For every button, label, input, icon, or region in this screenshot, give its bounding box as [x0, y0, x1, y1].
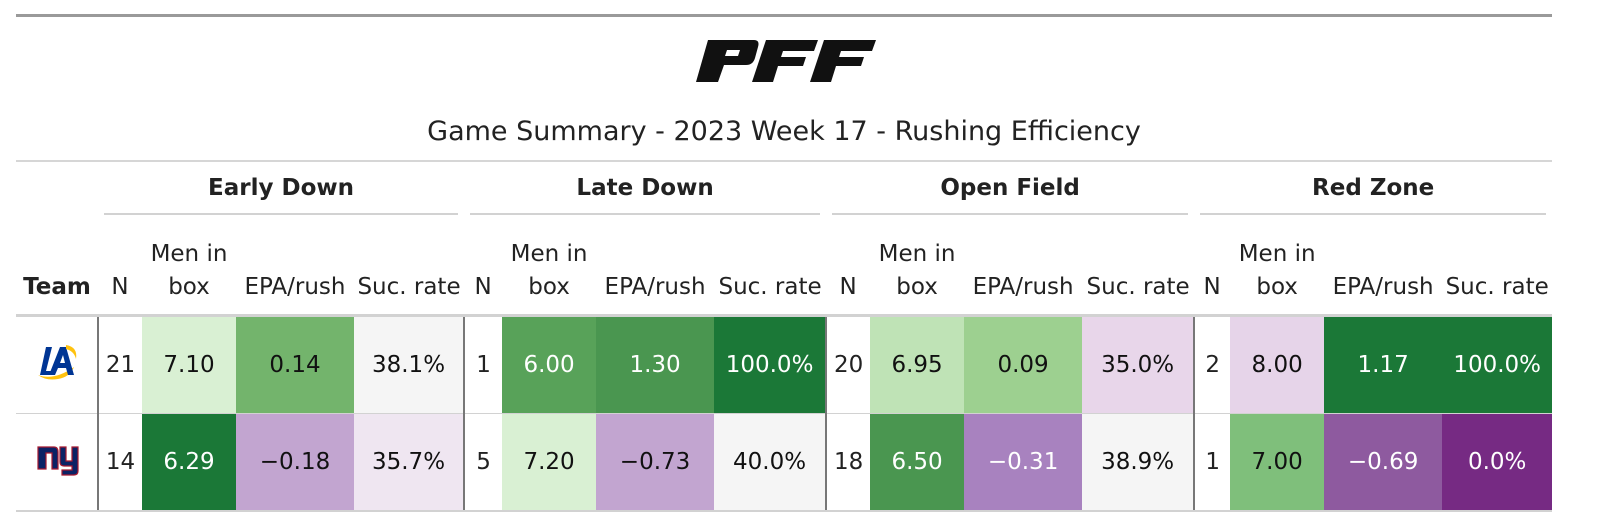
cell-epa-rush: 1.17 [1324, 315, 1443, 414]
top-rule [16, 14, 1552, 17]
col-n: N [98, 218, 142, 317]
col-team: Team [16, 218, 98, 317]
spanner-early-down: Early Down [98, 164, 464, 218]
cell-epa-rush: −0.18 [236, 413, 354, 512]
cell-n: 1 [1193, 413, 1231, 512]
cell-men-in-box: 6.50 [870, 413, 965, 512]
cell-suc-rate: 100.0% [714, 315, 827, 414]
col-n: N [826, 218, 871, 317]
cell-epa-rush: 0.09 [964, 315, 1083, 414]
cell-suc-rate: 100.0% [1442, 315, 1553, 414]
spanner-late-down: Late Down [464, 164, 826, 218]
table-row: 14 6.29 −0.18 35.7% 5 7.20 −0.73 40.0% 1… [16, 413, 1553, 512]
giants-ny-logo-icon [34, 442, 79, 476]
col-epa-rush: EPA/rush [596, 218, 715, 317]
cell-suc-rate: 40.0% [714, 413, 827, 512]
cell-suc-rate: 38.9% [1082, 413, 1195, 512]
cell-men-in-box: 6.00 [502, 315, 597, 414]
cell-epa-rush: 0.14 [236, 315, 354, 414]
pff-logo [694, 38, 878, 84]
cell-men-in-box: 8.00 [1230, 315, 1325, 414]
col-n: N [464, 218, 503, 317]
cell-suc-rate: 0.0% [1442, 413, 1553, 512]
col-suc-rate: Suc. rate [1082, 218, 1195, 317]
cell-suc-rate: 35.7% [354, 413, 465, 512]
rams-la-logo-icon [37, 345, 76, 380]
cell-n: 21 [98, 315, 142, 414]
col-suc-rate: Suc. rate [714, 218, 827, 317]
pff-logo-icon [696, 40, 876, 82]
cell-men-in-box: 7.10 [142, 315, 236, 414]
cell-men-in-box: 6.95 [870, 315, 965, 414]
col-epa-rush: EPA/rush [1324, 218, 1443, 317]
col-epa-rush: EPA/rush [964, 218, 1083, 317]
cell-suc-rate: 38.1% [354, 315, 465, 414]
cell-n: 2 [1193, 315, 1231, 414]
cell-n: 18 [825, 413, 871, 512]
spanner-red-zone: Red Zone [1194, 164, 1552, 218]
cell-epa-rush: −0.31 [964, 413, 1083, 512]
cell-n: 20 [825, 315, 871, 414]
team-cell [16, 413, 99, 512]
cell-epa-rush: −0.73 [596, 413, 715, 512]
col-men-in-box: Men in box [502, 218, 597, 317]
cell-epa-rush: 1.30 [596, 315, 715, 414]
table-row: 21 7.10 0.14 38.1% 1 6.00 1.30 100.0% 20… [16, 315, 1553, 414]
col-n: N [1194, 218, 1231, 317]
col-men-in-box: Men in box [870, 218, 965, 317]
title-rule [16, 160, 1552, 162]
cell-men-in-box: 6.29 [142, 413, 236, 512]
rushing-efficiency-table: Early Down Late Down Open Field Red Zone… [16, 164, 1553, 512]
spanner-blank [16, 164, 98, 218]
cell-men-in-box: 7.20 [502, 413, 597, 512]
col-men-in-box: Men in box [142, 218, 236, 317]
table-title: Game Summary - 2023 Week 17 - Rushing Ef… [427, 116, 1141, 147]
cell-n: 14 [98, 413, 142, 512]
spanner-row: Early Down Late Down Open Field Red Zone [16, 164, 1552, 218]
col-epa-rush: EPA/rush [236, 218, 354, 317]
cell-n: 5 [463, 413, 503, 512]
cell-men-in-box: 7.00 [1230, 413, 1325, 512]
spanner-open-field: Open Field [826, 164, 1194, 218]
column-header-row: Team N Men in box EPA/rush Suc. rate N Me… [16, 218, 1553, 317]
col-men-in-box: Men in box [1230, 218, 1325, 317]
col-suc-rate: Suc. rate [1442, 218, 1553, 317]
cell-suc-rate: 35.0% [1082, 315, 1195, 414]
cell-n: 1 [463, 315, 503, 414]
team-cell [16, 315, 99, 414]
cell-epa-rush: −0.69 [1324, 413, 1443, 512]
col-suc-rate: Suc. rate [354, 218, 465, 317]
